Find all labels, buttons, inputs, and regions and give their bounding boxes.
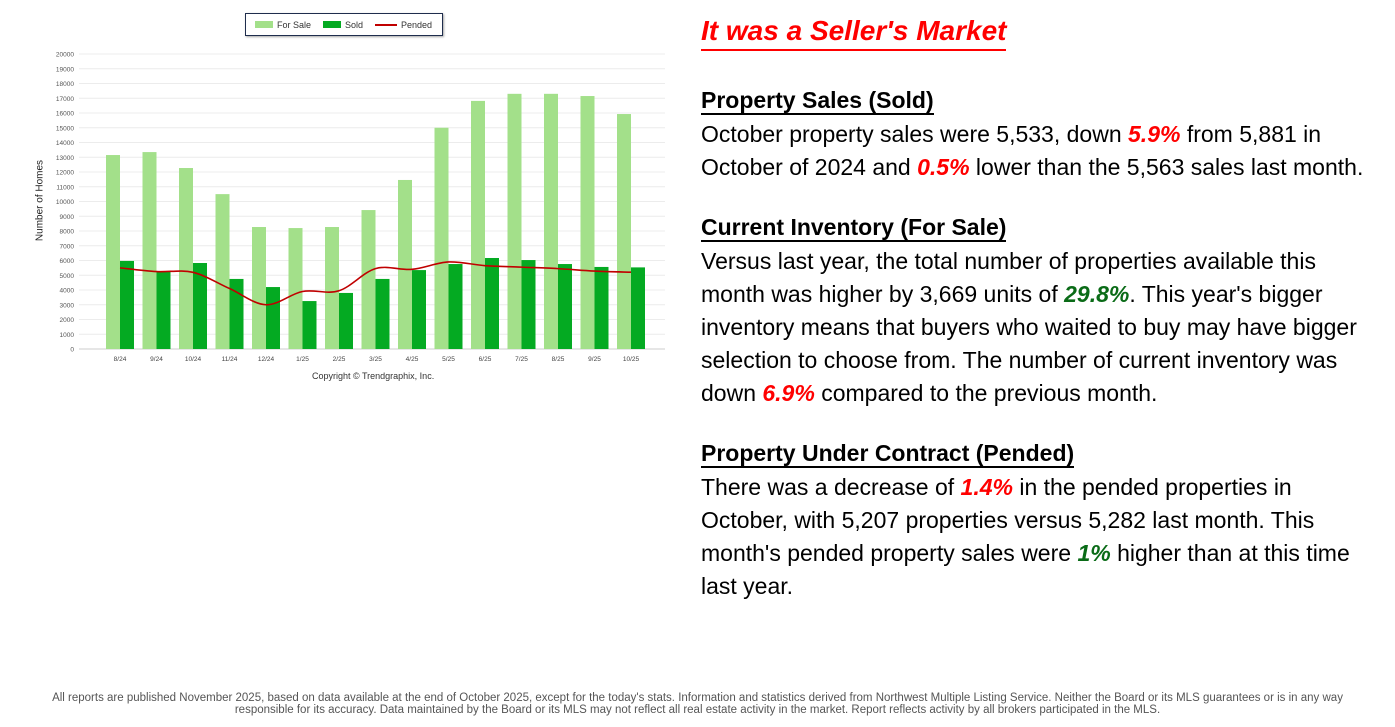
svg-text:16000: 16000 bbox=[56, 111, 74, 118]
page-title: It was a Seller's Market bbox=[701, 14, 1007, 51]
positive-stat: 1% bbox=[1077, 540, 1111, 566]
svg-text:8000: 8000 bbox=[60, 229, 75, 236]
svg-text:0: 0 bbox=[70, 347, 74, 354]
section-heading: Current Inventory (For Sale) bbox=[701, 214, 1007, 242]
negative-stat: 0.5% bbox=[917, 154, 970, 180]
disclaimer-footer: All reports are published November 2025,… bbox=[0, 692, 1395, 716]
section-heading: Property Under Contract (Pended) bbox=[701, 440, 1075, 468]
svg-text:9000: 9000 bbox=[60, 214, 75, 221]
svg-text:9/25: 9/25 bbox=[588, 356, 601, 363]
legend-pended-label: Pended bbox=[401, 19, 433, 30]
body-text: October property sales were 5,533, down bbox=[701, 121, 1129, 147]
disclaimer-line-1: All reports are published November 2025,… bbox=[52, 692, 1343, 704]
svg-text:8/24: 8/24 bbox=[114, 356, 127, 363]
svg-text:4/25: 4/25 bbox=[406, 356, 419, 363]
svg-text:12/24: 12/24 bbox=[258, 356, 275, 363]
chart-plot: 0 1000 2000 3000 4000 5000 6000 7000 8000 9000 100… bbox=[56, 52, 665, 363]
body-text: higher than at this time last year. bbox=[701, 540, 1350, 599]
body-text: . This year's bigger inventory means tha… bbox=[701, 281, 1357, 406]
summary-section: Property Under Contract (Pended) There wa… bbox=[701, 440, 1381, 603]
market-summary-panel: It was a Seller's Market Property Sales … bbox=[701, 14, 1381, 633]
body-text: from 5,881 in October of 2024 and bbox=[701, 121, 1322, 180]
svg-text:20000: 20000 bbox=[56, 52, 74, 59]
section-body: October property sales were 5,533, down … bbox=[701, 118, 1381, 184]
svg-text:2000: 2000 bbox=[60, 317, 75, 324]
svg-text:5/25: 5/25 bbox=[442, 356, 455, 363]
positive-stat: 29.8% bbox=[1064, 281, 1130, 307]
svg-text:10000: 10000 bbox=[56, 199, 74, 206]
pended-line-icon bbox=[375, 23, 398, 26]
svg-text:1/25: 1/25 bbox=[296, 356, 309, 363]
svg-text:7/25: 7/25 bbox=[515, 356, 528, 363]
svg-text:6/25: 6/25 bbox=[479, 356, 492, 363]
y-axis-label: Number of Homes bbox=[34, 159, 46, 242]
svg-text:4000: 4000 bbox=[60, 288, 75, 295]
svg-text:1000: 1000 bbox=[60, 332, 75, 339]
section-body: Versus last year, the total number of pr… bbox=[701, 245, 1381, 410]
negative-stat: 6.9% bbox=[762, 380, 815, 406]
svg-text:2/25: 2/25 bbox=[333, 356, 346, 363]
legend-sold-label: Sold bbox=[345, 19, 364, 30]
summary-section: Current Inventory (For Sale) Versus last … bbox=[701, 214, 1381, 410]
svg-text:8/25: 8/25 bbox=[552, 356, 565, 363]
svg-text:11/24: 11/24 bbox=[222, 356, 238, 363]
summary-sections: Property Sales (Sold) October property sa… bbox=[701, 87, 1381, 603]
svg-text:12000: 12000 bbox=[56, 170, 74, 177]
summary-section: Property Sales (Sold) October property sa… bbox=[701, 87, 1381, 184]
svg-text:10/24: 10/24 bbox=[185, 356, 202, 363]
svg-text:15000: 15000 bbox=[56, 125, 74, 132]
svg-text:11000: 11000 bbox=[56, 184, 74, 191]
svg-text:3/25: 3/25 bbox=[369, 356, 382, 363]
chart-copyright: Copyright © Trendgraphix, Inc. bbox=[312, 371, 435, 381]
legend-for-sale: For Sale bbox=[255, 20, 311, 30]
svg-text:18000: 18000 bbox=[56, 81, 74, 88]
svg-text:19000: 19000 bbox=[56, 66, 74, 73]
body-text: compared to the previous month. bbox=[814, 380, 1158, 406]
negative-stat: 5.9% bbox=[1128, 121, 1181, 147]
body-text: in the pended properties in October, wit… bbox=[701, 474, 1315, 566]
sold-swatch-icon bbox=[323, 21, 342, 28]
negative-stat: 1.4% bbox=[960, 474, 1013, 500]
body-text: lower than the 5,563 sales last month. bbox=[969, 154, 1364, 180]
legend-for-sale-label: For Sale bbox=[277, 19, 312, 30]
chart-legend: For Sale Sold Pended bbox=[245, 13, 443, 36]
legend-pended: Pended bbox=[375, 20, 432, 30]
section-heading: Property Sales (Sold) bbox=[701, 87, 934, 115]
svg-text:10/25: 10/25 bbox=[623, 356, 640, 363]
inventory-chart: 0 1000 2000 3000 4000 5000 6000 7000 8000 9000 100… bbox=[0, 0, 680, 400]
disclaimer-line-2: responsible for its accuracy. Data maint… bbox=[234, 704, 1161, 716]
svg-text:14000: 14000 bbox=[56, 140, 74, 147]
svg-text:3000: 3000 bbox=[60, 302, 75, 309]
svg-text:13000: 13000 bbox=[56, 155, 74, 162]
svg-text:6000: 6000 bbox=[60, 258, 75, 265]
body-text: Versus last year, the total number of pr… bbox=[701, 248, 1316, 307]
svg-text:5000: 5000 bbox=[60, 273, 75, 280]
body-text: There was a decrease of bbox=[701, 474, 961, 500]
for-sale-swatch-icon bbox=[255, 21, 273, 28]
legend-sold: Sold bbox=[323, 20, 363, 30]
section-body: There was a decrease of 1.4% in the pend… bbox=[701, 471, 1381, 603]
svg-text:17000: 17000 bbox=[56, 96, 74, 103]
svg-text:7000: 7000 bbox=[60, 243, 75, 250]
svg-text:9/24: 9/24 bbox=[150, 356, 163, 363]
